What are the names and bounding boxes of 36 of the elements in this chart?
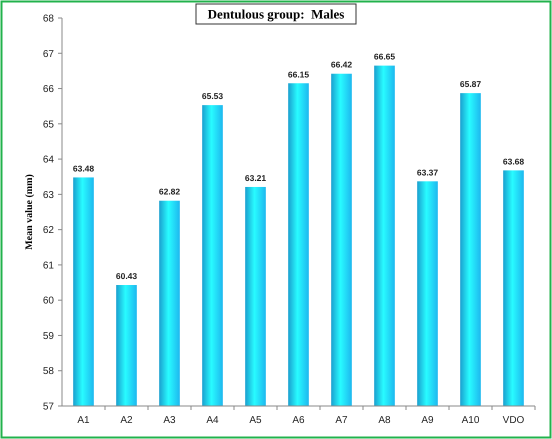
- x-tick-label: A2: [120, 415, 134, 426]
- y-tick-label: 57: [42, 402, 54, 412]
- data-label: 63.21: [244, 172, 266, 183]
- data-label: 65.87: [460, 79, 482, 90]
- x-tick-label: A5: [249, 415, 262, 426]
- y-tick-label: 67: [42, 48, 54, 60]
- data-label: 66.42: [330, 60, 352, 70]
- y-tick-label: 68: [42, 14, 54, 24]
- y-tick-label: 59: [42, 330, 54, 342]
- y-tick-label: 66: [42, 84, 54, 96]
- x-tick-label: A1: [77, 415, 90, 426]
- data-label: 63.48: [72, 163, 94, 174]
- y-tick-label: 63: [42, 190, 54, 201]
- data-label: 65.53: [202, 91, 224, 102]
- y-tick-label: 61: [42, 260, 54, 272]
- x-tick-label: A7: [335, 415, 348, 426]
- y-tick-label: 58: [42, 366, 54, 378]
- x-tick-label: VDO: [502, 415, 525, 426]
- x-tick-label: A9: [421, 415, 434, 426]
- y-tick-label: 64: [42, 154, 54, 166]
- x-tick-label: A8: [378, 415, 392, 426]
- x-tick-label: A3: [163, 415, 176, 426]
- data-label: 62.82: [158, 186, 180, 197]
- data-label: 63.37: [416, 167, 438, 178]
- x-tick-label: A4: [206, 415, 220, 426]
- x-tick-label: A6: [292, 415, 306, 426]
- data-label: 60.43: [116, 271, 138, 282]
- data-label: 66.65: [374, 52, 396, 62]
- y-tick-label: 62: [42, 225, 54, 236]
- data-label: 66.15: [288, 69, 310, 80]
- y-tick-label: 60: [42, 296, 54, 307]
- y-axis-title: Mean value (mm): [24, 174, 35, 250]
- data-label: 63.68: [502, 156, 524, 166]
- chart-title: Dentulous group: Males: [208, 6, 344, 22]
- y-tick-label: 65: [42, 119, 54, 130]
- x-tick-label: A10: [462, 415, 480, 426]
